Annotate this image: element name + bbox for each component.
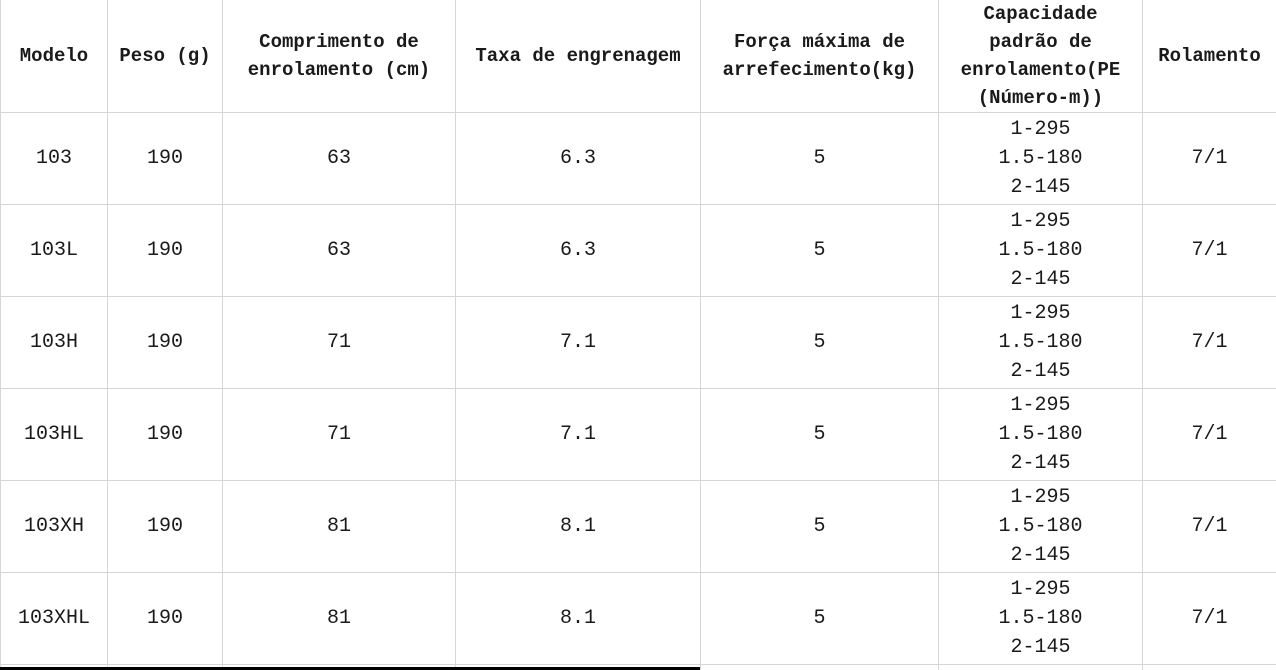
cell-taxa: 8.1 bbox=[455, 480, 701, 573]
cell-forca: 5 bbox=[700, 204, 939, 297]
column-header-comprimento: Comprimento de enrolamento (cm) bbox=[222, 0, 456, 113]
table-row: 103L 190 63 6.3 5 1-295 1.5-180 2-145 7/1 bbox=[0, 204, 1276, 297]
cell-capacidade: 1-295 1.5-180 2-145 bbox=[938, 296, 1143, 389]
partial-cell-forca bbox=[700, 664, 939, 670]
cell-peso: 190 bbox=[107, 112, 223, 205]
bottom-edge-bar bbox=[0, 667, 700, 670]
cell-forca: 5 bbox=[700, 480, 939, 573]
cell-capacidade: 1-295 1.5-180 2-145 bbox=[938, 388, 1143, 481]
cell-forca: 5 bbox=[700, 572, 939, 665]
cell-peso: 190 bbox=[107, 204, 223, 297]
cell-rolamento: 7/1 bbox=[1142, 480, 1276, 573]
partial-cell-rolamento bbox=[1142, 664, 1276, 670]
column-header-peso: Peso (g) bbox=[107, 0, 223, 113]
column-header-taxa: Taxa de engrenagem bbox=[455, 0, 701, 113]
cell-peso: 190 bbox=[107, 572, 223, 665]
cell-peso: 190 bbox=[107, 480, 223, 573]
column-header-modelo: Modelo bbox=[0, 0, 108, 113]
cell-taxa: 7.1 bbox=[455, 388, 701, 481]
table-row: 103XHL 190 81 8.1 5 1-295 1.5-180 2-145 7/1 bbox=[0, 572, 1276, 665]
column-header-capacidade: Capacidade padrão de enrolamento(PE (Núm… bbox=[938, 0, 1143, 113]
table-row: 103 190 63 6.3 5 1-295 1.5-180 2-145 7/1 bbox=[0, 112, 1276, 205]
table-row: 103H 190 71 7.1 5 1-295 1.5-180 2-145 7/1 bbox=[0, 296, 1276, 389]
table-row: 103XH 190 81 8.1 5 1-295 1.5-180 2-145 7/1 bbox=[0, 480, 1276, 573]
cell-modelo: 103XH bbox=[0, 480, 108, 573]
cell-rolamento: 7/1 bbox=[1142, 112, 1276, 205]
cell-capacidade: 1-295 1.5-180 2-145 bbox=[938, 572, 1143, 665]
column-header-forca: Força máxima de arrefecimento(kg) bbox=[700, 0, 939, 113]
cell-comprimento: 81 bbox=[222, 572, 456, 665]
cell-peso: 190 bbox=[107, 388, 223, 481]
cell-modelo: 103 bbox=[0, 112, 108, 205]
cell-comprimento: 71 bbox=[222, 388, 456, 481]
cell-rolamento: 7/1 bbox=[1142, 572, 1276, 665]
table-row: 103HL 190 71 7.1 5 1-295 1.5-180 2-145 7/1 bbox=[0, 388, 1276, 481]
cell-forca: 5 bbox=[700, 112, 939, 205]
cell-comprimento: 63 bbox=[222, 112, 456, 205]
partial-cell-capacidade bbox=[938, 664, 1143, 670]
cell-taxa: 6.3 bbox=[455, 112, 701, 205]
cell-modelo: 103H bbox=[0, 296, 108, 389]
cell-capacidade: 1-295 1.5-180 2-145 bbox=[938, 480, 1143, 573]
cell-modelo: 103L bbox=[0, 204, 108, 297]
cell-taxa: 6.3 bbox=[455, 204, 701, 297]
cell-modelo: 103HL bbox=[0, 388, 108, 481]
cell-comprimento: 63 bbox=[222, 204, 456, 297]
cell-capacidade: 1-295 1.5-180 2-145 bbox=[938, 204, 1143, 297]
cell-peso: 190 bbox=[107, 296, 223, 389]
column-header-rolamento: Rolamento bbox=[1142, 0, 1276, 113]
cell-comprimento: 71 bbox=[222, 296, 456, 389]
cell-forca: 5 bbox=[700, 388, 939, 481]
header-row: Modelo Peso (g) Comprimento de enrolamento… bbox=[0, 0, 1276, 113]
cell-rolamento: 7/1 bbox=[1142, 388, 1276, 481]
cell-forca: 5 bbox=[700, 296, 939, 389]
cell-taxa: 7.1 bbox=[455, 296, 701, 389]
cell-modelo: 103XHL bbox=[0, 572, 108, 665]
cell-capacidade: 1-295 1.5-180 2-145 bbox=[938, 112, 1143, 205]
cell-rolamento: 7/1 bbox=[1142, 296, 1276, 389]
cell-comprimento: 81 bbox=[222, 480, 456, 573]
table-body: 103 190 63 6.3 5 1-295 1.5-180 2-145 7/1 103L 19… bbox=[0, 112, 1276, 670]
cell-rolamento: 7/1 bbox=[1142, 204, 1276, 297]
cell-taxa: 8.1 bbox=[455, 572, 701, 665]
